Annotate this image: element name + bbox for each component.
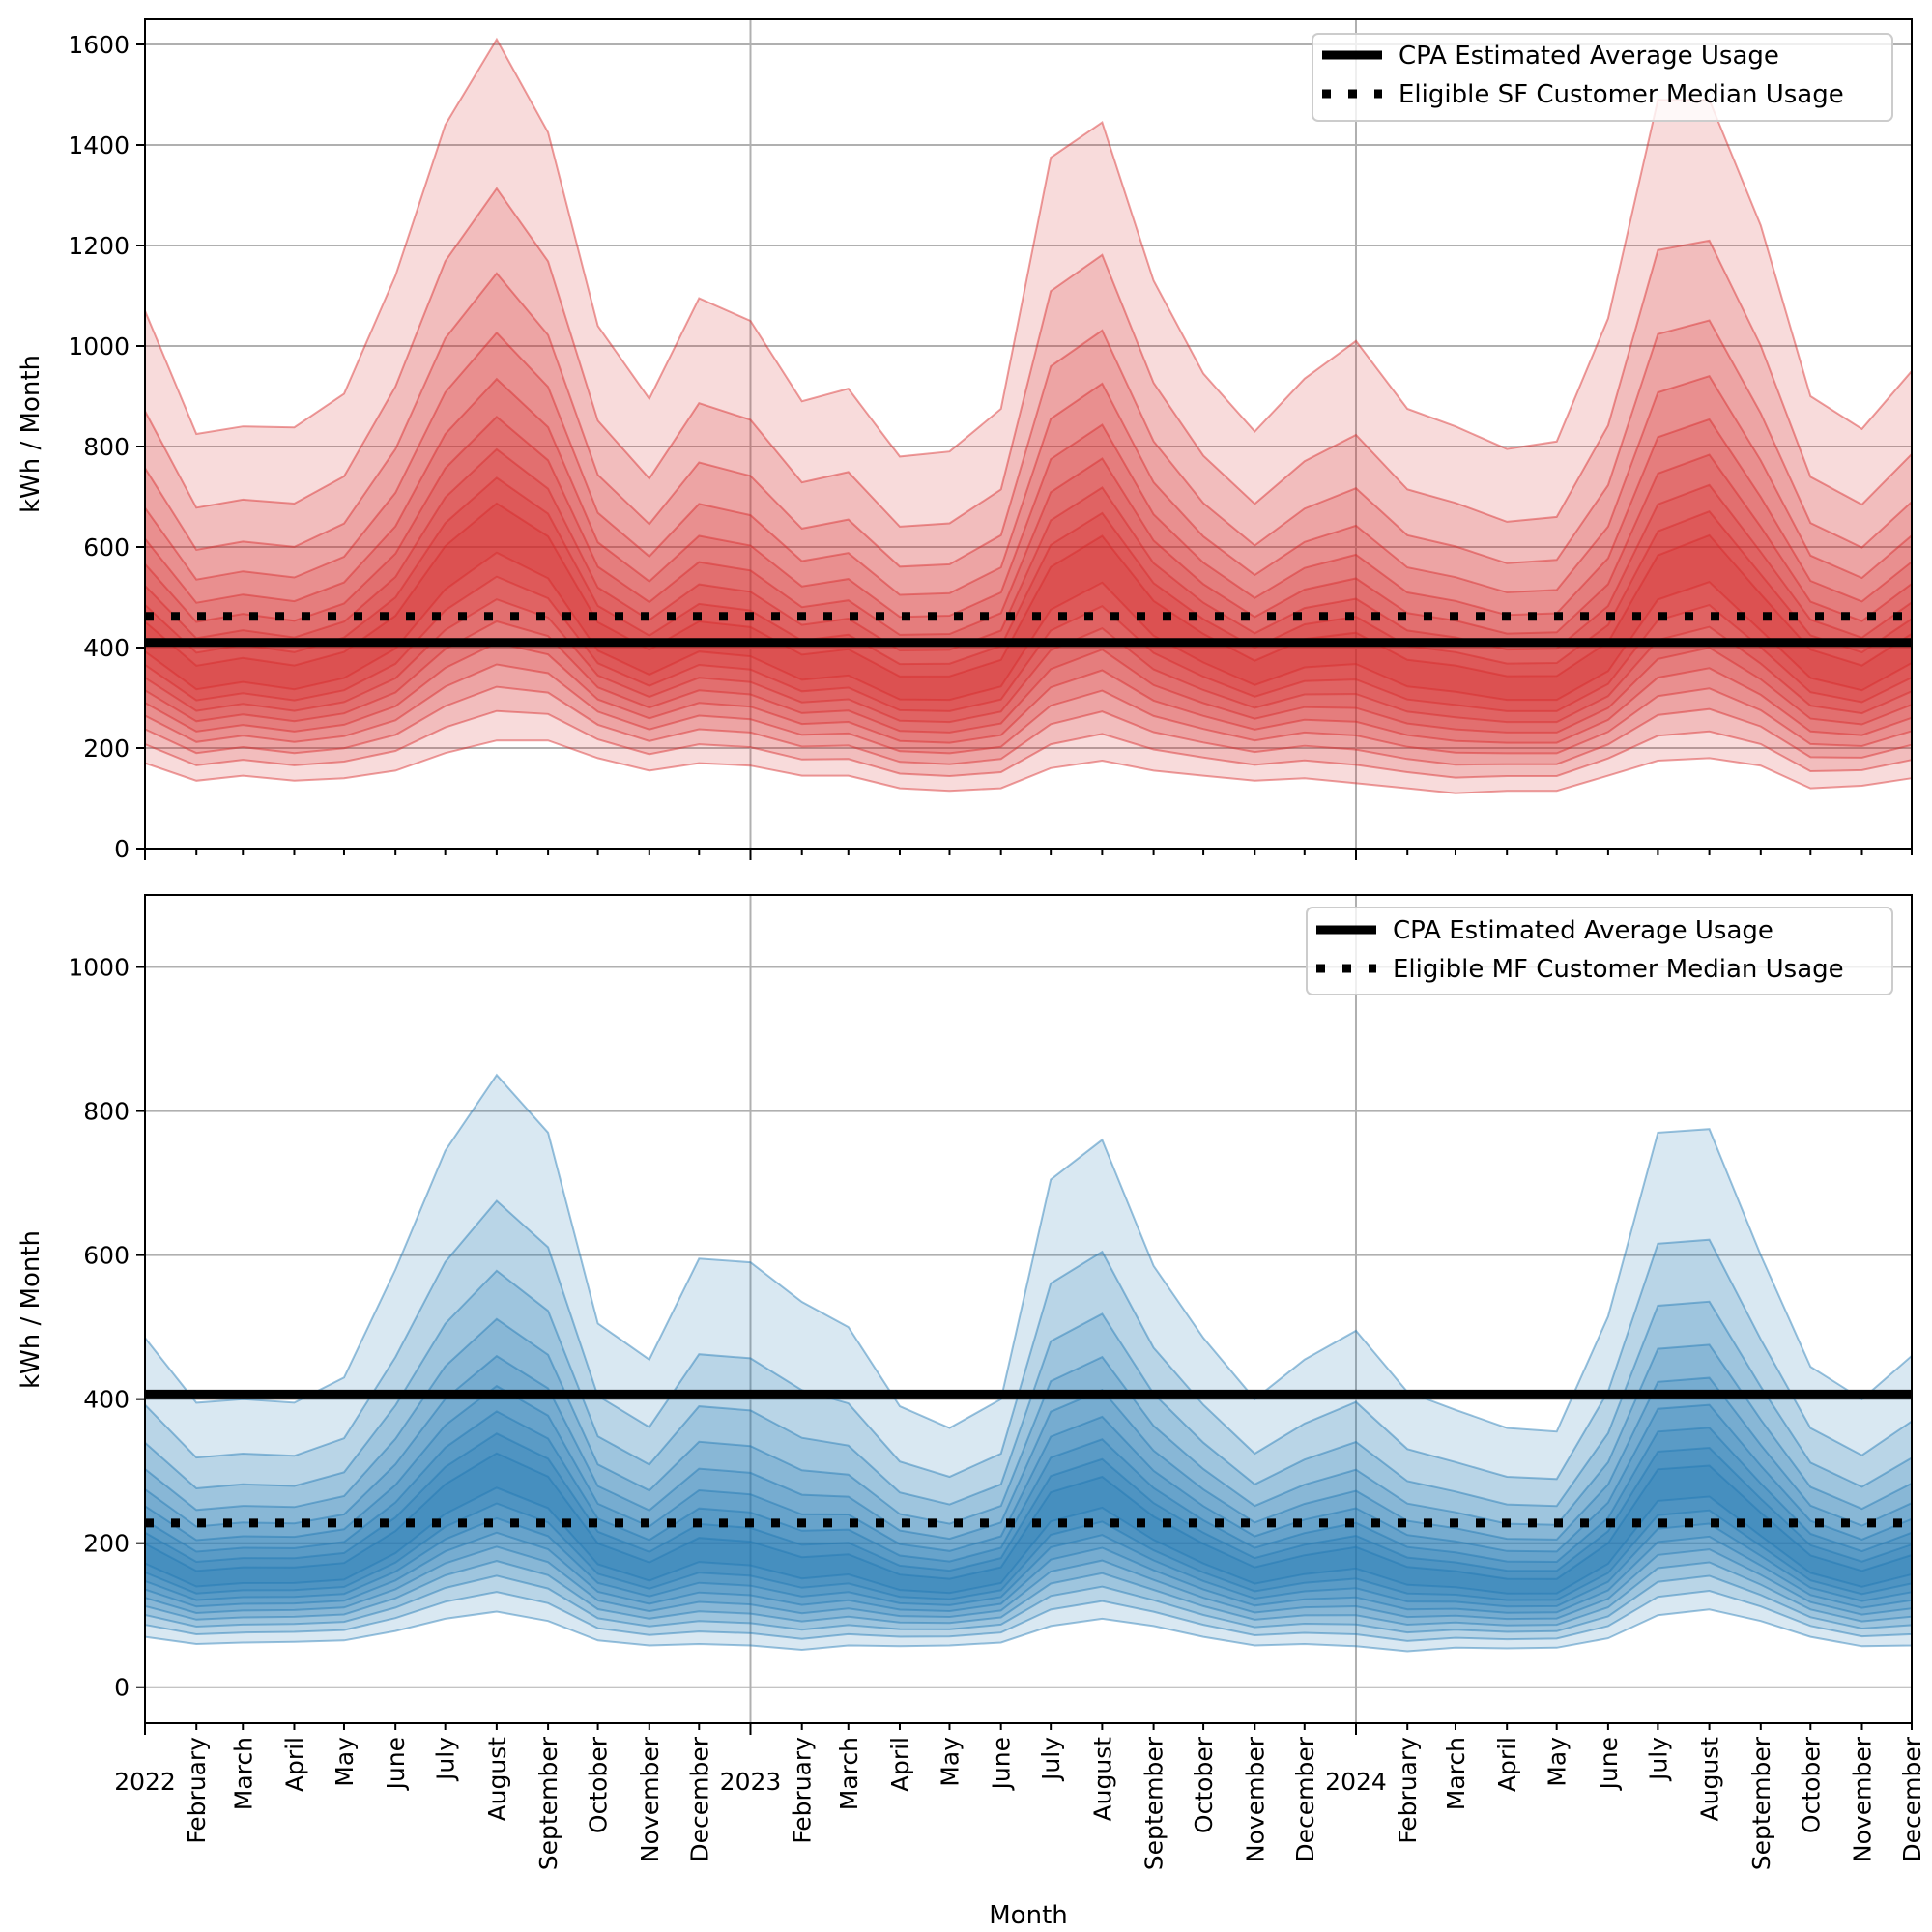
x-tick-month-label: February bbox=[789, 1737, 817, 1844]
bottom-legend-item-avg: CPA Estimated Average Usage bbox=[1393, 916, 1773, 945]
bottom-legend-item-median: Eligible MF Customer Median Usage bbox=[1393, 955, 1844, 984]
top-reference-lines bbox=[145, 612, 1912, 648]
x-tick-month-label: July bbox=[1037, 1737, 1065, 1782]
top-ytick-label: 1400 bbox=[68, 131, 130, 159]
x-tick-month-label: December bbox=[1898, 1736, 1926, 1861]
x-tick-month-label: December bbox=[1291, 1736, 1319, 1861]
x-tick-month-label: March bbox=[229, 1737, 257, 1810]
bottom-ytick-label: 400 bbox=[83, 1386, 130, 1414]
x-tick-month-label: May bbox=[1543, 1737, 1572, 1787]
bottom-panel-mf: 0 200 400 600 800 1000 CPA Estimated Average … bbox=[68, 894, 1913, 1735]
x-tick-month-label: March bbox=[1442, 1737, 1470, 1810]
top-ytick-label: 0 bbox=[114, 835, 130, 863]
bottom-percentile-bands bbox=[144, 1073, 1913, 1653]
x-tick-month-label: October bbox=[1797, 1736, 1825, 1833]
top-y-axis-label: kWh / Month bbox=[16, 355, 45, 513]
x-tick-month-label: February bbox=[183, 1737, 211, 1844]
top-legend-item-avg: CPA Estimated Average Usage bbox=[1399, 42, 1779, 71]
x-tick-month-label: May bbox=[331, 1737, 359, 1787]
top-plot-frame bbox=[144, 18, 1913, 850]
x-tick-month-label: February bbox=[1394, 1737, 1422, 1844]
x-tick-month-label: August bbox=[483, 1737, 511, 1822]
top-legend-item-median: Eligible SF Customer Median Usage bbox=[1399, 80, 1844, 109]
x-tick-month-label: November bbox=[1241, 1736, 1269, 1862]
x-tick-month-label: October bbox=[585, 1736, 613, 1833]
x-tick-month-label: September bbox=[534, 1736, 562, 1870]
bottom-legend-box bbox=[1306, 907, 1893, 995]
bottom-ytick-label: 1000 bbox=[68, 954, 130, 982]
bottom-ytick-label: 200 bbox=[83, 1530, 130, 1558]
x-tick-month-label: September bbox=[1747, 1736, 1775, 1870]
bottom-ytick-label: 600 bbox=[83, 1242, 130, 1270]
top-ytick-label: 1000 bbox=[68, 332, 130, 360]
x-tick-month-label: November bbox=[636, 1736, 664, 1862]
x-tick-month-label: October bbox=[1190, 1736, 1218, 1833]
bottom-y-axis-label: kWh / Month bbox=[16, 1230, 45, 1389]
x-tick-month-label: August bbox=[1088, 1737, 1116, 1822]
x-tick-month-label: June bbox=[988, 1737, 1016, 1791]
top-ytick-label: 200 bbox=[83, 735, 130, 763]
x-tick-year-label: 2023 bbox=[720, 1768, 782, 1796]
bottom-axes: 0 200 400 600 800 1000 bbox=[68, 894, 1913, 1735]
x-tick-month-label: June bbox=[382, 1737, 410, 1791]
bottom-ytick-label: 0 bbox=[114, 1674, 130, 1702]
x-tick-month-label: April bbox=[886, 1737, 914, 1792]
bottom-grid bbox=[145, 895, 1912, 1723]
x-tick-month-label: April bbox=[1493, 1737, 1521, 1792]
bottom-ytick-label: 800 bbox=[83, 1098, 130, 1126]
x-tick-month-label: December bbox=[685, 1736, 713, 1861]
x-tick-labels: 2022 February March April May June July August S… bbox=[114, 1736, 1926, 1870]
top-ytick-label: 600 bbox=[83, 533, 130, 562]
top-panel-sf: 0 200 400 600 800 1000 1200 1400 1600 CPA Estima… bbox=[68, 18, 1913, 863]
top-ytick-label: 1200 bbox=[68, 232, 130, 260]
top-legend: CPA Estimated Average Usage Eligible SF … bbox=[1312, 33, 1893, 122]
top-grid bbox=[145, 19, 1912, 850]
x-tick-month-label: July bbox=[1644, 1737, 1672, 1782]
top-legend-box bbox=[1312, 33, 1893, 122]
top-ytick-label: 1600 bbox=[68, 31, 130, 59]
top-axes: 0 200 400 600 800 1000 1200 1400 1600 bbox=[68, 18, 1913, 863]
x-tick-month-label: September bbox=[1140, 1736, 1168, 1870]
top-ytick-label: 400 bbox=[83, 634, 130, 662]
bottom-reference-lines bbox=[145, 1389, 1912, 1528]
bottom-legend: CPA Estimated Average Usage Eligible MF … bbox=[1306, 907, 1893, 995]
x-tick-month-label: May bbox=[936, 1737, 964, 1787]
x-tick-month-label: June bbox=[1595, 1737, 1623, 1791]
x-tick-year-label: 2022 bbox=[114, 1768, 176, 1796]
x-tick-month-label: July bbox=[432, 1737, 460, 1782]
top-ytick-label: 800 bbox=[83, 433, 130, 461]
x-tick-month-label: April bbox=[280, 1737, 308, 1792]
x-tick-month-label: March bbox=[835, 1737, 863, 1810]
x-tick-month-label: August bbox=[1696, 1737, 1724, 1822]
x-axis-label: Month bbox=[989, 1901, 1068, 1930]
x-tick-month-label: November bbox=[1849, 1736, 1877, 1862]
bottom-plot-frame bbox=[144, 894, 1913, 1724]
top-percentile-bands bbox=[144, 37, 1913, 794]
x-tick-year-label: 2024 bbox=[1325, 1768, 1387, 1796]
